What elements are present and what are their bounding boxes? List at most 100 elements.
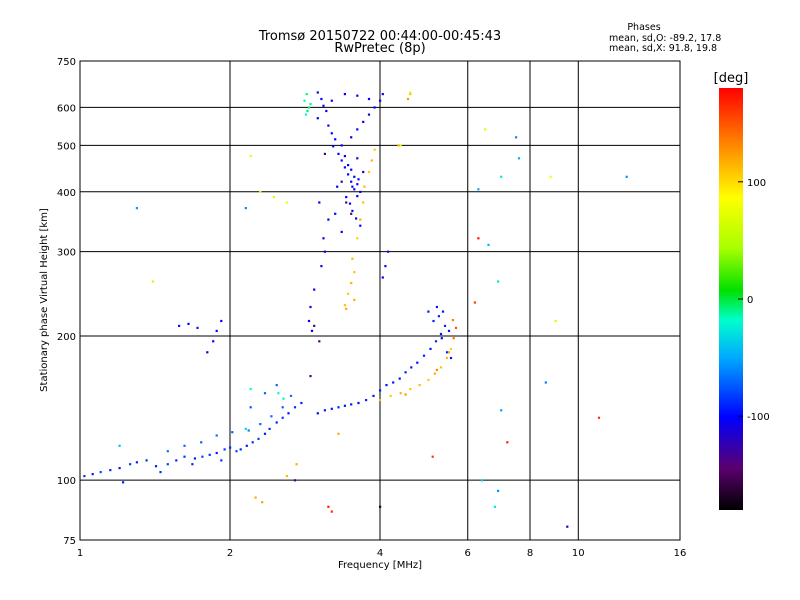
echo-point-4-10 xyxy=(340,159,343,162)
echo-point-6-3 xyxy=(477,237,480,240)
echo-point-1-8 xyxy=(372,394,375,397)
echo-point-2-8 xyxy=(445,356,449,360)
echo-point-4-52 xyxy=(381,276,384,279)
echo-point-2-17 xyxy=(347,292,350,295)
echo-point-4-35 xyxy=(373,106,376,109)
echo-point-7-8 xyxy=(272,196,276,199)
echo-point-2-29 xyxy=(353,298,356,301)
echo-point-0-10 xyxy=(175,459,178,462)
echo-point-2-15 xyxy=(435,368,438,371)
echo-point-3-15 xyxy=(249,388,252,391)
echo-point-1-15 xyxy=(416,361,419,364)
echo-point-4-8 xyxy=(332,145,335,148)
echo-point-0-16 xyxy=(223,448,226,451)
echo-point-4-14 xyxy=(353,188,356,191)
echo-point-1-16 xyxy=(422,354,426,357)
echo-point-2-12 xyxy=(451,319,454,322)
echo-point-5-1 xyxy=(318,340,321,343)
colorbar-ticks: 100 0 -100 xyxy=(738,178,770,423)
echo-point-4-63 xyxy=(336,185,339,188)
echo-point-4-44 xyxy=(322,237,325,240)
echo-point-5-3 xyxy=(345,201,348,204)
echo-point-8-1 xyxy=(515,136,518,139)
echo-point-2-34 xyxy=(337,432,340,435)
echo-point-1-0 xyxy=(316,412,319,415)
echo-point-1-1 xyxy=(323,409,326,412)
echo-point-4-18 xyxy=(355,217,358,220)
echo-point-4-39 xyxy=(343,93,346,96)
echo-point-0-35 xyxy=(247,429,250,432)
echo-point-2-26 xyxy=(370,159,373,162)
echo-point-4-21 xyxy=(347,164,350,167)
echo-point-1-18 xyxy=(434,340,438,343)
echo-point-3-8 xyxy=(480,479,483,482)
echo-point-2-16 xyxy=(343,304,346,307)
echo-point-1-28 xyxy=(449,356,453,360)
echo-point-5-4 xyxy=(356,157,359,160)
echo-point-6-1 xyxy=(330,510,333,513)
echo-point-4-0 xyxy=(316,91,319,94)
echo-point-7-3 xyxy=(409,91,412,94)
echo-point-8-5 xyxy=(477,188,480,191)
echo-point-4-37 xyxy=(381,93,384,96)
echo-point-4-54 xyxy=(206,351,209,354)
colorbar-tick-label-1: 0 xyxy=(747,295,753,306)
echo-point-2-14 xyxy=(404,393,407,396)
echo-point-0-2 xyxy=(99,471,102,474)
echo-point-2-0 xyxy=(379,399,382,402)
echo-point-4-3 xyxy=(325,109,328,113)
echo-point-3-3 xyxy=(304,113,308,116)
echo-point-0-19 xyxy=(239,448,242,451)
echo-point-1-29 xyxy=(427,310,430,313)
chart-subtitle: RwPretec (8p) xyxy=(334,41,425,56)
echo-point-0-1 xyxy=(91,473,94,476)
y-axis-label: Stationary phase Virtual Height [km] xyxy=(39,208,50,392)
echo-point-4-61 xyxy=(334,212,337,215)
echo-point-0-8 xyxy=(154,465,158,468)
echo-point-2-21 xyxy=(356,237,359,240)
echo-point-2-19 xyxy=(353,271,356,274)
echo-point-5-6 xyxy=(309,375,312,378)
echo-point-3-10 xyxy=(500,175,503,178)
echo-point-4-7 xyxy=(334,138,337,141)
echo-point-4-48 xyxy=(313,288,316,291)
echo-point-4-46 xyxy=(318,201,321,204)
echo-point-4-24 xyxy=(356,183,359,186)
echo-point-4-1 xyxy=(320,97,323,101)
echo-point-3-7 xyxy=(244,427,247,430)
echo-point-2-20 xyxy=(351,257,354,260)
echo-point-0-28 xyxy=(293,406,297,409)
echo-point-6-2 xyxy=(431,455,434,458)
echo-point-0-33 xyxy=(215,434,218,437)
echo-point-1-2 xyxy=(330,407,333,410)
echo-point-4-12 xyxy=(347,173,350,176)
echo-point-0-13 xyxy=(201,455,204,458)
echo-point-4-36 xyxy=(379,99,382,102)
echo-point-2-37 xyxy=(397,144,400,147)
echo-point-0-15 xyxy=(215,451,218,455)
echo-point-2-27 xyxy=(373,148,376,151)
echo-point-1-27 xyxy=(445,351,449,354)
plot-frame xyxy=(79,60,681,541)
echo-point-4-2 xyxy=(322,104,325,107)
echo-point-2-36 xyxy=(406,97,410,101)
echo-point-0-4 xyxy=(118,467,121,470)
echo-point-6-4 xyxy=(473,301,476,304)
echo-point-0-9 xyxy=(166,463,169,466)
phase-stats-heading: Phases xyxy=(627,22,660,33)
echo-point-5-0 xyxy=(313,324,316,327)
echo-point-0-34 xyxy=(231,431,234,434)
echo-point-1-19 xyxy=(439,332,443,336)
echo-point-4-38 xyxy=(330,99,333,102)
y-tick-label-0: 75 xyxy=(63,536,76,547)
grid-lines xyxy=(80,61,680,540)
echo-point-3-13 xyxy=(282,397,285,400)
x-tick-label-6: 16 xyxy=(674,548,687,559)
echo-point-4-45 xyxy=(327,218,330,221)
echo-point-0-29 xyxy=(300,401,303,405)
echo-point-6-6 xyxy=(597,416,601,419)
echo-point-7-7 xyxy=(554,319,557,323)
y-tick-label-7: 750 xyxy=(57,57,76,68)
y-tick-label-4: 400 xyxy=(57,188,76,199)
y-tick-label-3: 300 xyxy=(57,248,76,259)
